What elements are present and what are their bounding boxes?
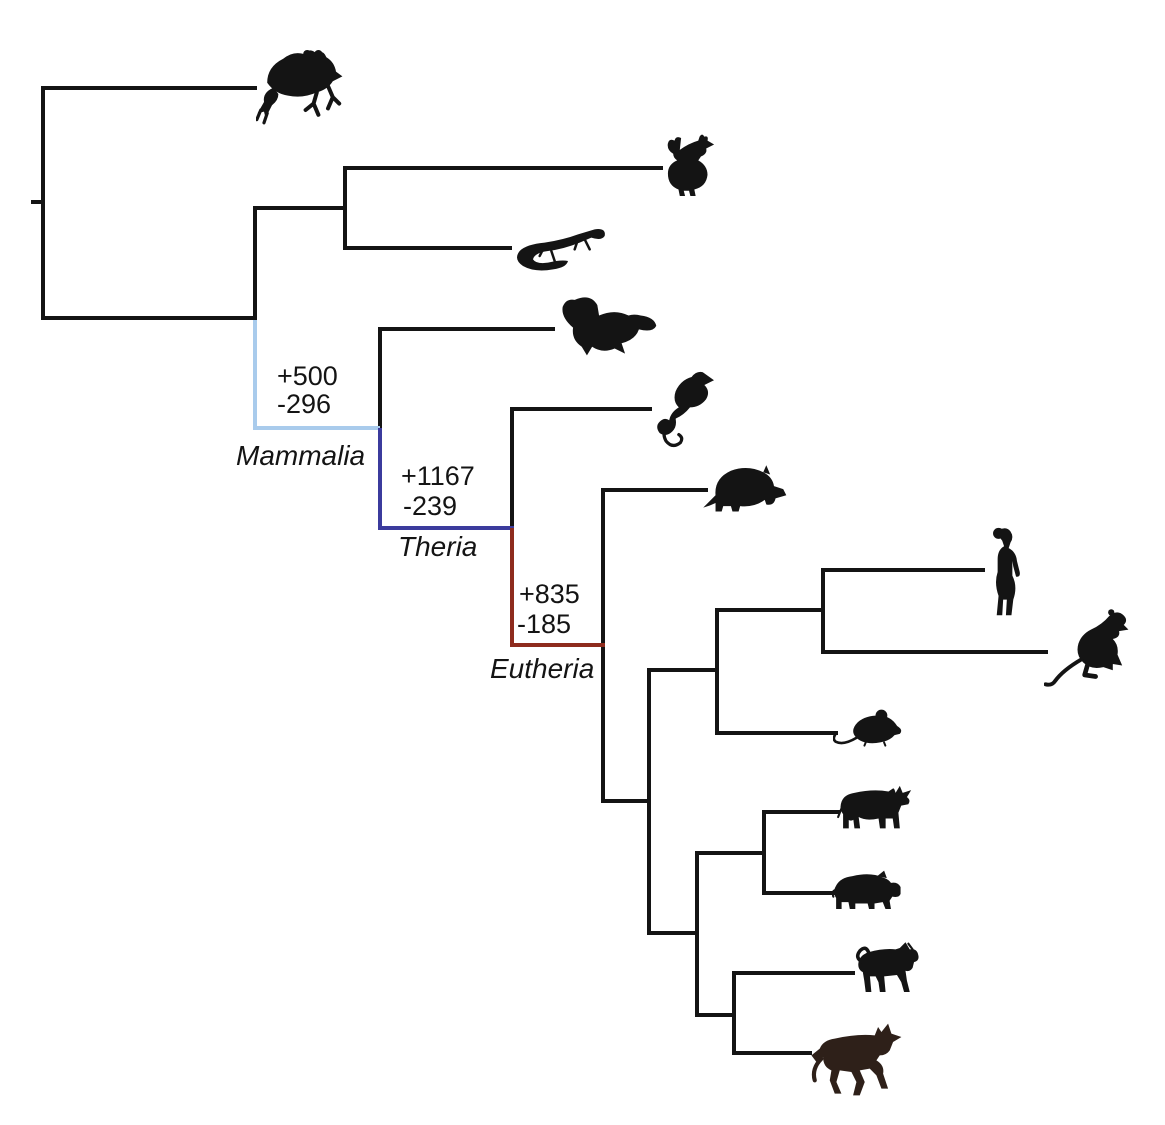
eutheria-loss-label: -185 — [517, 609, 572, 639]
branch-primates-stem — [715, 608, 825, 612]
chicken-icon — [667, 134, 715, 197]
platypus-icon — [562, 297, 657, 356]
branch-laurasiatheria-stem — [647, 931, 699, 935]
branch-euarchontoglires-stem — [647, 668, 719, 672]
branch-primates-vertical — [821, 568, 825, 654]
branch-root-stub — [31, 200, 45, 204]
opossum-icon — [657, 371, 714, 447]
branch-chicken — [343, 166, 663, 170]
branch-boreoeutheria-stem — [601, 799, 651, 803]
branch-platypus — [378, 327, 555, 331]
branch-pig — [762, 891, 836, 895]
branch-theria-stem-horizontal — [378, 526, 514, 530]
branch-frog — [41, 86, 257, 90]
branch-carnivora-perissodactyla-vertical — [732, 971, 736, 1055]
branch-mammalia-stem-horizontal — [253, 426, 380, 430]
branch-dog — [732, 971, 855, 975]
branch-root-vertical — [41, 86, 45, 320]
theria-clade-label: Theria — [398, 531, 478, 562]
branch-horse — [732, 1051, 812, 1055]
branch-amniota-stem — [41, 316, 257, 320]
branch-lizard — [343, 246, 512, 250]
branch-laurasiatheria-vertical — [695, 851, 699, 1017]
branch-monkey — [821, 650, 1048, 654]
lizard-icon — [517, 229, 605, 271]
branch-theria-stem-vertical — [378, 428, 382, 530]
branch-human — [821, 568, 985, 572]
branch-boreoeutheria-vertical — [647, 668, 651, 935]
branch-theria-node-vertical — [510, 407, 514, 528]
mammalia-clade-label: Mammalia — [236, 440, 366, 471]
frog-icon — [256, 50, 343, 125]
branch-opossum — [510, 407, 652, 411]
mouse-icon — [833, 709, 902, 747]
branch-sauropsida-vertical — [343, 166, 347, 250]
branch-mammalia-node-vertical — [378, 327, 382, 428]
dog-icon — [855, 942, 919, 993]
theria-loss-label: -239 — [403, 491, 458, 521]
theria-gain-label: +1167 — [401, 461, 475, 491]
branch-mammalia-stem-vertical — [253, 320, 257, 430]
human-icon — [993, 527, 1020, 616]
branch-artiodactyla-stem — [695, 851, 766, 855]
cow-icon — [837, 785, 912, 829]
armadillo-icon — [703, 465, 787, 512]
branch-eutheria-stem-vertical — [510, 528, 514, 647]
branch-amniota-vertical — [253, 206, 257, 320]
horse-icon — [811, 1023, 902, 1096]
branch-sauropsida-stem — [253, 206, 347, 210]
eutheria-clade-label: Eutheria — [490, 653, 595, 684]
branch-euarchontoglires-vertical — [715, 608, 719, 735]
branch-artiodactyla-vertical — [762, 810, 766, 895]
pig-icon — [832, 870, 901, 909]
mammalia-loss-label: -296 — [277, 389, 332, 419]
branch-carnivora-perissodactyla-stem — [695, 1013, 736, 1017]
branch-cow — [762, 810, 840, 814]
mammalia-gain-label: +500 — [277, 361, 338, 391]
branch-armadillo — [601, 488, 708, 492]
eutheria-gain-label: +835 — [519, 579, 580, 609]
monkey-icon — [1044, 609, 1129, 687]
branch-mouse — [715, 731, 838, 735]
branch-eutheria-stem-horizontal — [510, 643, 605, 647]
